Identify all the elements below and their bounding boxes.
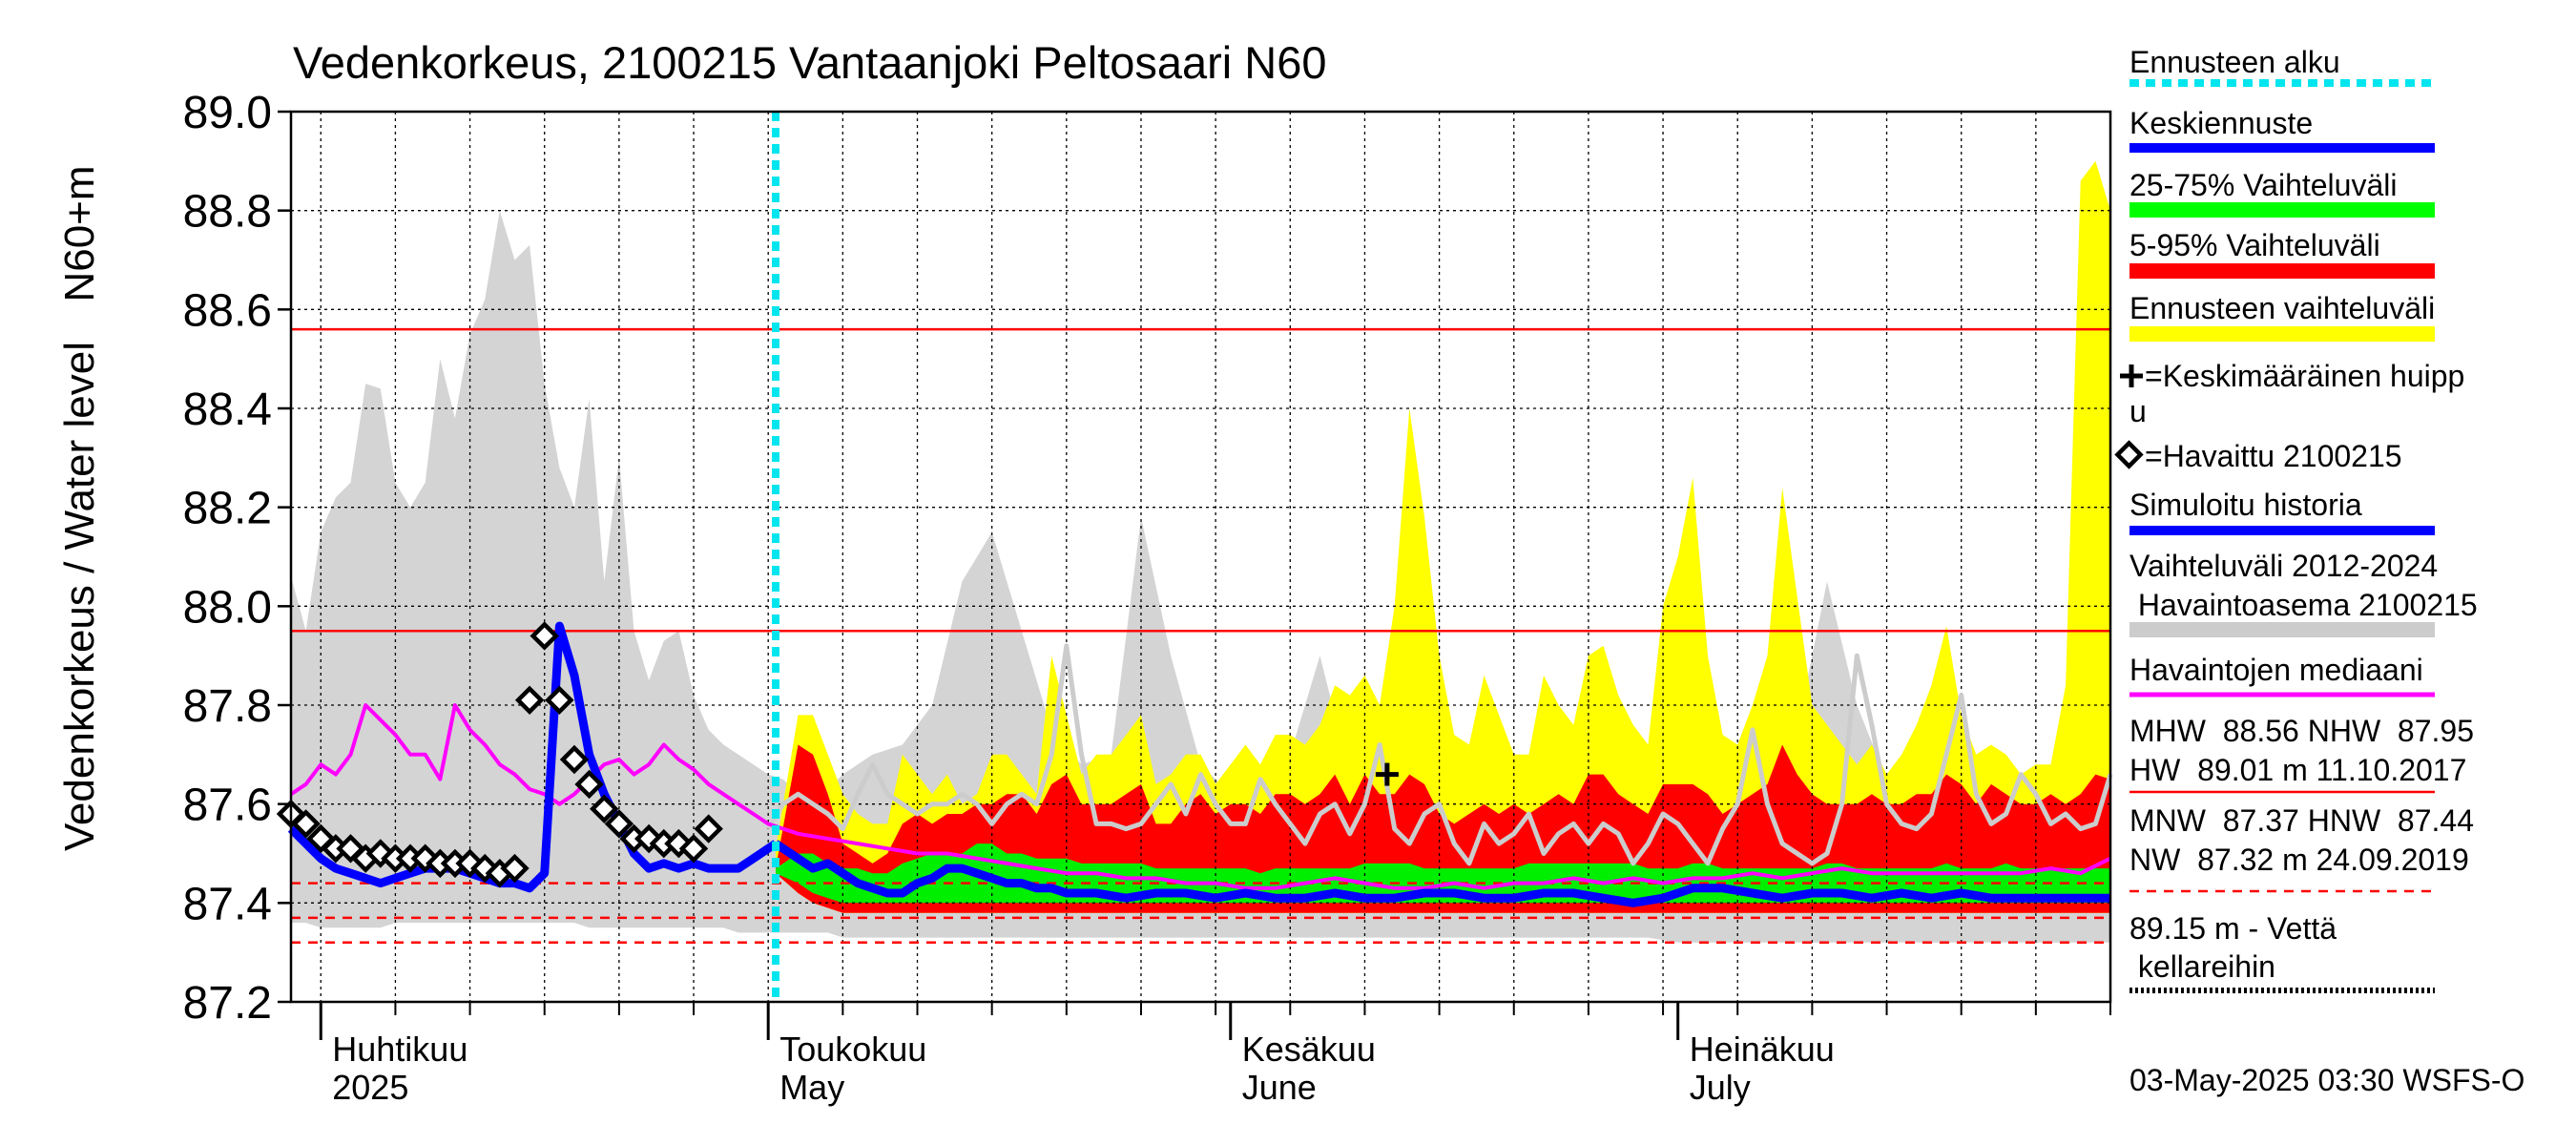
bands-layer bbox=[291, 160, 2110, 943]
legend-label-range: Vaihteluväli 2012-2024 bbox=[2129, 549, 2438, 583]
simulated-history-line bbox=[287, 621, 779, 893]
observed-point bbox=[559, 744, 590, 775]
stats-nw: NW 87.32 m 24.09.2019 bbox=[2129, 843, 2469, 877]
y-tick-label: 88.8 bbox=[183, 187, 272, 238]
observed-point bbox=[440, 848, 470, 879]
y-axis-label: Vedenkorkeus / Water level bbox=[56, 342, 103, 851]
historical-range-band bbox=[291, 210, 2110, 943]
month-label-en: 2025 bbox=[332, 1068, 408, 1107]
y-tick-label: 88.2 bbox=[183, 484, 272, 534]
month-label: Toukokuu bbox=[779, 1030, 926, 1069]
stats-hw: HW 89.01 m 11.10.2017 bbox=[2129, 753, 2466, 787]
footer-timestamp: 03-May-2025 03:30 WSFS-O bbox=[2129, 1063, 2524, 1097]
y-tick-label: 89.0 bbox=[183, 88, 272, 138]
observed-point bbox=[321, 834, 351, 864]
legend-label-p95: 5-95% Vaihteluväli bbox=[2129, 228, 2380, 262]
y-tick-label: 88.4 bbox=[183, 385, 272, 435]
observed-point bbox=[590, 794, 619, 824]
month-label: Huhtikuu bbox=[332, 1030, 467, 1069]
mean-forecast-line bbox=[773, 840, 2110, 907]
reference-lines bbox=[291, 327, 2110, 945]
month-label-en: May bbox=[779, 1068, 844, 1107]
observed-point bbox=[426, 848, 455, 879]
legend-label-peak: =Keskimääräinen huipp bbox=[2145, 359, 2464, 393]
month-label: Kesäkuu bbox=[1242, 1030, 1376, 1069]
cellar-label: 89.15 m - Vettä bbox=[2129, 911, 2337, 946]
axes-layer: 87.2 87.4 87.6 87.8 88.0 88.2 88.4 88.6 88.8 89.0… bbox=[183, 88, 2112, 1107]
legend-label-ensemble: Ennusteen vaihteluväli bbox=[2129, 291, 2435, 325]
observed-point bbox=[291, 809, 321, 839]
p25-75-band bbox=[776, 843, 2110, 904]
y-tick-label: 87.2 bbox=[183, 978, 272, 1029]
stats-mhw-nhw: MHW 88.56 NHW 87.95 bbox=[2129, 714, 2474, 748]
observed-point bbox=[545, 685, 574, 715]
legend-label-range-station: Havaintoasema 2100215 bbox=[2129, 588, 2478, 622]
observed-point bbox=[381, 843, 410, 873]
observed-markers bbox=[276, 621, 1399, 888]
y-tick-label: 88.6 bbox=[183, 285, 272, 336]
stats-mnw-hnw: MNW 87.37 HNW 87.44 bbox=[2129, 803, 2474, 838]
observed-point bbox=[395, 843, 426, 873]
y-axis-unit: N60+m bbox=[56, 165, 103, 302]
legend-label-peak-cont: u bbox=[2129, 394, 2147, 428]
legend-label-median: Havaintojen mediaani bbox=[2129, 653, 2423, 687]
series-layer bbox=[287, 112, 2113, 1002]
observed-point bbox=[619, 823, 649, 854]
chart-title: Vedenkorkeus, 2100215 Vantaanjoki Peltos… bbox=[293, 37, 1327, 88]
legend-label-simulated: Simuloitu historia bbox=[2129, 488, 2362, 522]
y-tick-label: 87.8 bbox=[183, 681, 272, 732]
observed-point bbox=[604, 809, 634, 839]
legend: Ennusteen alku Keskiennuste 25-75% Vaiht… bbox=[2114, 45, 2478, 993]
observed-point bbox=[694, 814, 723, 843]
observed-point bbox=[649, 828, 678, 859]
plot-frame bbox=[289, 110, 2112, 1004]
observed-point bbox=[514, 685, 545, 716]
observed-median-line bbox=[289, 703, 2111, 890]
peak-icon bbox=[2120, 364, 2143, 387]
legend-label-observed: =Havaittu 2100215 bbox=[2145, 439, 2402, 473]
legend-label-forecast-start: Ennusteen alku bbox=[2129, 45, 2340, 79]
month-label: Heinäkuu bbox=[1690, 1030, 1835, 1069]
y-tick-label: 88.0 bbox=[183, 582, 272, 633]
ensemble-range-band bbox=[776, 160, 2110, 913]
y-tick-label: 87.6 bbox=[183, 781, 272, 831]
legend-label-iqr: 25-75% Vaihteluväli bbox=[2129, 168, 2397, 202]
cellar-label-cont: kellareihin bbox=[2129, 949, 2275, 984]
month-label-en: July bbox=[1690, 1068, 1751, 1107]
observed-point bbox=[678, 834, 709, 864]
legend-label-mean-forecast: Keskiennuste bbox=[2129, 106, 2313, 140]
observed-point bbox=[530, 621, 559, 651]
diamond-icon bbox=[2114, 440, 2144, 469]
month-label-en: June bbox=[1242, 1068, 1317, 1107]
observed-point bbox=[500, 853, 530, 884]
y-tick-label: 87.4 bbox=[183, 879, 272, 929]
historical-sample-line bbox=[766, 643, 2113, 866]
observed-point bbox=[574, 769, 604, 800]
